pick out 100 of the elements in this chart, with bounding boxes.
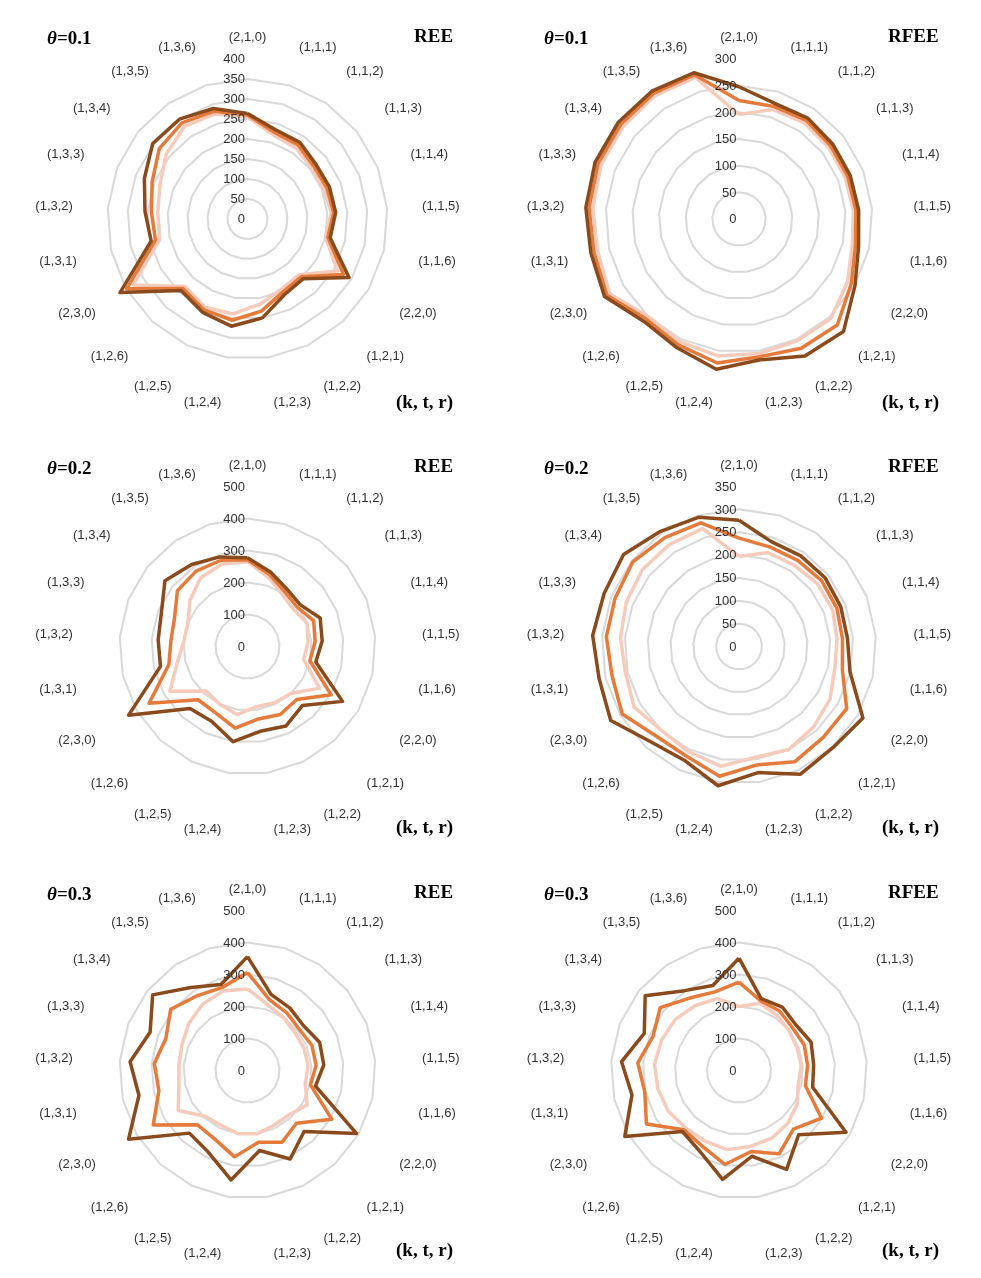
spoke-label: (1,1,6) [909,1104,948,1120]
spoke-label: (1,2,1) [366,1199,405,1215]
y-tick-label: 500 [223,478,246,494]
spoke-label: (1,3,1) [39,1104,77,1120]
spoke-label: (1,1,6) [418,253,456,269]
spoke-label: (2,2,0) [399,304,437,320]
text: (k, t, r) [396,816,453,838]
y-tick-label: 400 [223,510,246,526]
chart-subtitle: REE [414,881,454,902]
spoke-label: (1,1,6) [909,680,948,696]
y-tick-label: 250 [223,111,246,127]
spoke-label: (1,2,2) [323,378,362,394]
spoke-label: (1,2,4) [183,1245,222,1261]
y-tick-label: 100 [223,171,246,187]
spoke-label: (1,2,6) [582,775,620,791]
spoke-label: (1,3,4) [564,99,603,115]
spoke-label: (1,1,2) [346,914,384,930]
chart-subtitle: RFEE [888,455,939,476]
spoke-label: (1,1,5) [422,625,460,641]
text: (k, t, r) [396,391,453,413]
spoke-label: (1,3,6) [649,466,688,482]
y-tick-label: 100 [714,157,737,173]
spoke-label: (2,3,0) [58,732,96,748]
spoke-label: (1,2,3) [273,393,312,409]
spoke-label: (1,3,3) [538,997,576,1013]
spoke-label: (1,2,1) [366,347,405,363]
spoke-label: (1,3,1) [530,253,569,269]
y-tick-label: 200 [223,574,246,590]
y-tick-label: 300 [223,542,246,558]
spoke-label: (1,2,1) [366,775,405,791]
spoke-label: (1,1,1) [790,466,829,482]
chart-title: θ=0.2 [544,457,589,478]
y-tick-label: 350 [223,71,246,87]
spoke-label: (1,1,5) [422,198,460,214]
spoke-label: (1,1,3) [384,99,422,115]
spoke-label: (2,2,0) [890,304,929,320]
spoke-label: (1,2,5) [133,1229,172,1245]
spoke-label: (1,2,6) [90,1199,129,1215]
spoke-label: (1,1,2) [837,490,876,506]
spoke-label: (2,3,0) [549,732,588,748]
spoke-label: (2,1,0) [720,880,758,896]
chart-subtitle: REE [414,455,454,476]
spoke-label: (1,1,2) [346,62,384,78]
spoke-label: (1,1,2) [837,914,876,930]
chart-title: θ=0.1 [47,27,92,48]
spoke-label: (1,3,5) [602,62,641,78]
spoke-label: (1,1,3) [875,951,914,967]
spoke-label: (1,1,6) [418,1104,456,1120]
y-tick-label: 100 [223,606,246,622]
spoke-label: (1,2,2) [323,1229,362,1245]
spoke-label: (1,1,2) [837,62,876,78]
spoke-label: (1,1,4) [902,997,940,1013]
spoke-label: (1,2,5) [133,378,172,394]
spoke-label: (1,3,6) [158,890,196,906]
chart-title: θ=0.3 [544,883,589,904]
y-tick-label: 50 [722,184,737,200]
spoke-label: (1,2,5) [625,805,664,821]
spoke-label: (1,2,2) [814,1229,853,1245]
spoke-label: (2,3,0) [58,1156,96,1172]
spoke-label: (1,3,4) [564,951,603,967]
spoke-label: (1,3,1) [530,1104,569,1120]
chart-title: θ=0.1 [544,27,589,48]
spoke-label: (1,1,5) [422,1049,460,1065]
spoke-label: (1,2,4) [675,1245,713,1261]
spoke-label: (1,1,5) [913,625,952,641]
spoke-label: (1,1,4) [902,146,940,162]
spoke-label: (1,2,3) [273,1245,312,1261]
spoke-label: (1,1,1) [790,890,829,906]
spoke-label: (1,3,4) [73,99,111,115]
spoke-label: (2,2,0) [890,1156,929,1172]
spoke-label: (1,3,2) [526,198,565,214]
spoke-label: (1,3,5) [111,914,149,930]
y-tick-label: 0 [237,211,246,227]
y-tick-label: 100 [223,1030,246,1046]
spoke-label: (1,1,3) [875,527,914,543]
spoke-label: (1,3,2) [35,625,73,641]
spoke-label: (1,2,6) [90,347,129,363]
spoke-label: (1,3,5) [602,490,641,506]
spoke-label: (1,3,6) [158,466,196,482]
spoke-label: (1,1,4) [902,573,940,589]
y-tick-label: 150 [714,570,737,586]
spoke-label: (1,2,4) [675,821,713,837]
spoke-label: (1,3,3) [46,573,85,589]
spoke-label: (1,3,3) [538,146,576,162]
spoke-label: (2,3,0) [549,304,588,320]
chart-title: θ=0.3 [47,883,92,904]
spoke-label: (1,1,1) [299,890,337,906]
spoke-label: (1,2,3) [765,1245,803,1261]
y-tick-label: 0 [729,1062,737,1078]
spoke-label: (2,1,0) [228,456,267,472]
spoke-label: (1,3,6) [649,890,688,906]
spoke-label: (1,1,5) [913,1049,952,1065]
spoke-label: (2,3,0) [549,1156,588,1172]
spoke-label: (1,2,5) [625,1229,664,1245]
spoke-label: (1,3,5) [602,914,641,930]
spoke-label: (1,1,3) [875,99,914,115]
spoke-label: (1,3,3) [46,146,85,162]
spoke-label: (1,3,4) [73,527,111,543]
spoke-label: (1,2,4) [183,393,222,409]
spoke-label: (1,3,4) [564,527,603,543]
